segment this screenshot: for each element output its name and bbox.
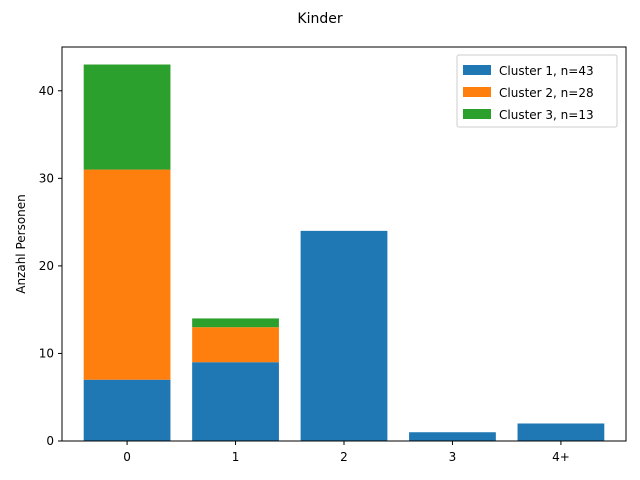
x-tick-label: 3 <box>449 450 457 464</box>
y-tick-label: 0 <box>46 434 54 448</box>
chart-title: Kinder <box>297 11 342 27</box>
bar-series-1-cat-4+ <box>517 423 605 441</box>
y-tick-label: 20 <box>39 259 54 273</box>
legend-label-2: Cluster 2, n=28 <box>499 86 594 100</box>
x-tick-label: 1 <box>232 450 240 464</box>
legend-box <box>456 54 618 128</box>
legend-swatch-2 <box>463 87 491 97</box>
x-tick-label: 2 <box>340 450 348 464</box>
bar-series-2-cat-0 <box>83 169 171 380</box>
legend: Cluster 1, n=43 Cluster 2, n=28 Cluster 3,… <box>456 54 618 128</box>
legend-swatch-1 <box>463 65 491 75</box>
legend-label-1: Cluster 1, n=43 <box>499 64 594 78</box>
bars-group <box>83 64 605 441</box>
x-tick-label: 4+ <box>552 450 570 464</box>
legend-swatch-3 <box>463 109 491 119</box>
y-tick-label: 30 <box>39 171 54 185</box>
bar-series-3-cat-0 <box>83 64 171 170</box>
x-tick-label: 0 <box>123 450 131 464</box>
y-axis: 0 10 20 30 40 <box>39 84 62 448</box>
x-axis: 0 1 2 3 4+ <box>123 441 570 464</box>
bar-series-1-cat-0 <box>83 379 171 441</box>
bar-series-3-cat-1 <box>192 318 279 328</box>
bar-series-1-cat-2 <box>300 230 388 441</box>
legend-label-3: Cluster 3, n=13 <box>499 108 594 122</box>
y-tick-label: 10 <box>39 346 54 360</box>
bar-series-2-cat-1 <box>192 327 279 363</box>
y-axis-label: Anzahl Personen <box>14 194 28 294</box>
bar-series-1-cat-3 <box>409 432 496 441</box>
bar-series-1-cat-1 <box>192 362 279 441</box>
y-tick-label: 40 <box>39 84 54 98</box>
